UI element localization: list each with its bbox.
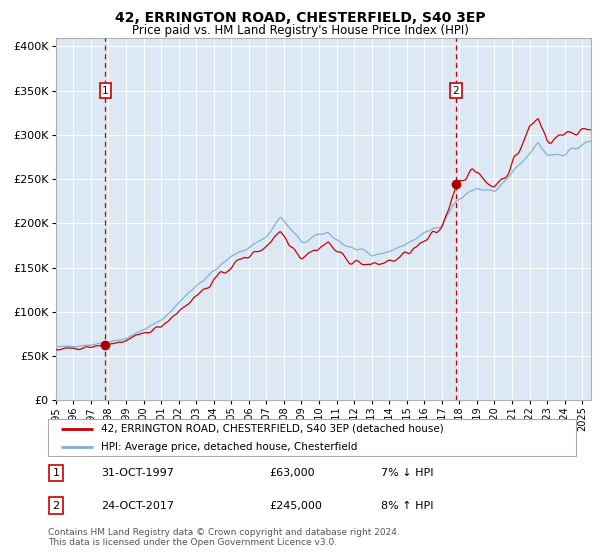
Text: 7% ↓ HPI: 7% ↓ HPI [380, 468, 433, 478]
Text: £245,000: £245,000 [270, 501, 323, 511]
Text: 42, ERRINGTON ROAD, CHESTERFIELD, S40 3EP (detached house): 42, ERRINGTON ROAD, CHESTERFIELD, S40 3E… [101, 424, 443, 434]
Text: 8% ↑ HPI: 8% ↑ HPI [380, 501, 433, 511]
Text: 42, ERRINGTON ROAD, CHESTERFIELD, S40 3EP: 42, ERRINGTON ROAD, CHESTERFIELD, S40 3E… [115, 11, 485, 25]
Text: HPI: Average price, detached house, Chesterfield: HPI: Average price, detached house, Ches… [101, 442, 357, 452]
Text: 24-OCT-2017: 24-OCT-2017 [101, 501, 174, 511]
Text: 1: 1 [52, 468, 59, 478]
Text: 31-OCT-1997: 31-OCT-1997 [101, 468, 173, 478]
Text: Price paid vs. HM Land Registry's House Price Index (HPI): Price paid vs. HM Land Registry's House … [131, 24, 469, 36]
Text: £63,000: £63,000 [270, 468, 316, 478]
Text: 2: 2 [453, 86, 460, 96]
Text: Contains HM Land Registry data © Crown copyright and database right 2024.
This d: Contains HM Land Registry data © Crown c… [48, 528, 400, 547]
FancyBboxPatch shape [48, 419, 576, 456]
Text: 1: 1 [102, 86, 109, 96]
Text: 2: 2 [52, 501, 59, 511]
